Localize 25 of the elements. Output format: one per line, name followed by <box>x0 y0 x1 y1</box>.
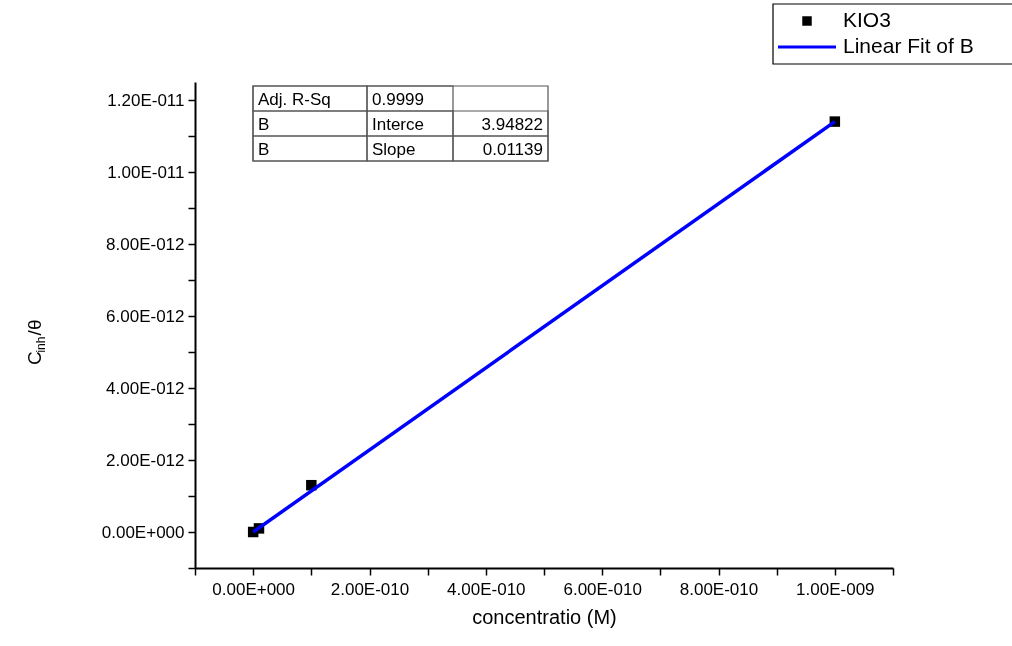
x-axis-title: concentratio (M) <box>472 605 617 628</box>
y-tick-label: 0.00E+000 <box>101 522 185 542</box>
annotation: B <box>258 139 270 159</box>
y-axis-title: Cinh/θ <box>24 319 48 365</box>
annotation: Adj. R-Sq <box>258 89 331 109</box>
x-tick-label: 6.00E-010 <box>563 579 642 599</box>
legend-label: Linear Fit of B <box>843 34 974 57</box>
annotation: Interce <box>372 114 424 134</box>
x-tick-label: 0.00E+000 <box>212 579 296 599</box>
annotation: B <box>258 114 270 134</box>
annotation: Slope <box>372 139 416 159</box>
y-tick-label: 1.00E-011 <box>107 162 185 182</box>
annotation: 0.9999 <box>372 89 424 109</box>
x-tick-label: 2.00E-010 <box>330 579 410 599</box>
x-tick-label: 4.00E-010 <box>447 579 526 599</box>
y-tick-label: 4.00E-012 <box>106 378 185 398</box>
x-tick-label: 1.00E-009 <box>796 579 875 599</box>
y-tick-label: 8.00E-012 <box>106 234 185 254</box>
x-tick-label: 8.00E-010 <box>679 579 759 599</box>
annotation: 0.01139 <box>482 139 543 159</box>
legend-label: KIO3 <box>843 8 891 31</box>
y-tick-label: 6.00E-012 <box>106 306 185 326</box>
annotation: 3.94822 <box>481 114 543 134</box>
y-tick-label: 2.00E-012 <box>106 450 185 470</box>
y-tick-label: 1.20E-011 <box>107 90 185 110</box>
